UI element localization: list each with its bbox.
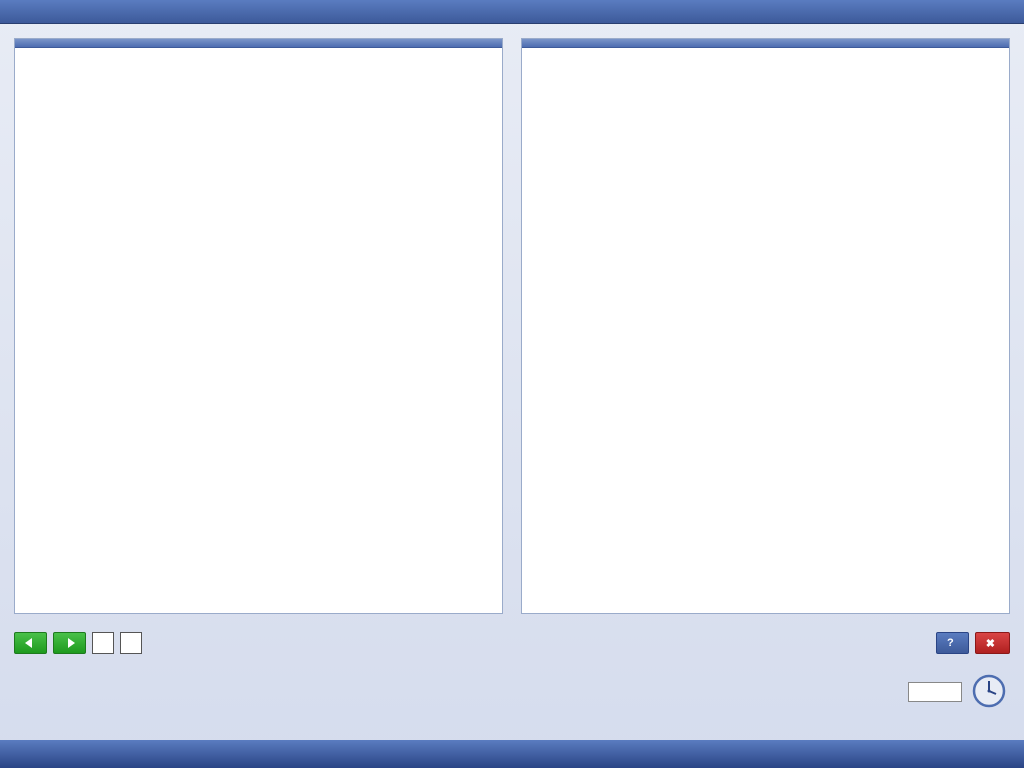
- finish-button[interactable]: ✖: [975, 632, 1010, 654]
- chart-container: [29, 76, 488, 233]
- blackbody-chart: [29, 76, 329, 226]
- help-button[interactable]: ?: [936, 632, 969, 654]
- title-bar: [0, 0, 1024, 24]
- total-count-box: [92, 632, 114, 654]
- triangle-left-icon: [25, 638, 32, 648]
- help-icon: ?: [947, 637, 954, 649]
- main-content: [0, 24, 1024, 614]
- triangle-right-icon: [68, 638, 75, 648]
- prev-button[interactable]: [14, 632, 47, 654]
- answers-body: [522, 48, 1009, 613]
- answers-panel: [521, 38, 1010, 614]
- answered-count-box: [120, 632, 142, 654]
- footer-bar: [0, 740, 1024, 768]
- toolbar: ? ✖: [14, 632, 1010, 654]
- next-button[interactable]: [53, 632, 86, 654]
- question-body: [15, 48, 502, 613]
- question-panel: [14, 38, 503, 614]
- runner-icon: ✖: [986, 637, 995, 650]
- clock-icon: [972, 674, 1006, 708]
- answers-header: [522, 39, 1009, 48]
- timer-display: [908, 682, 962, 702]
- question-header: [15, 39, 502, 48]
